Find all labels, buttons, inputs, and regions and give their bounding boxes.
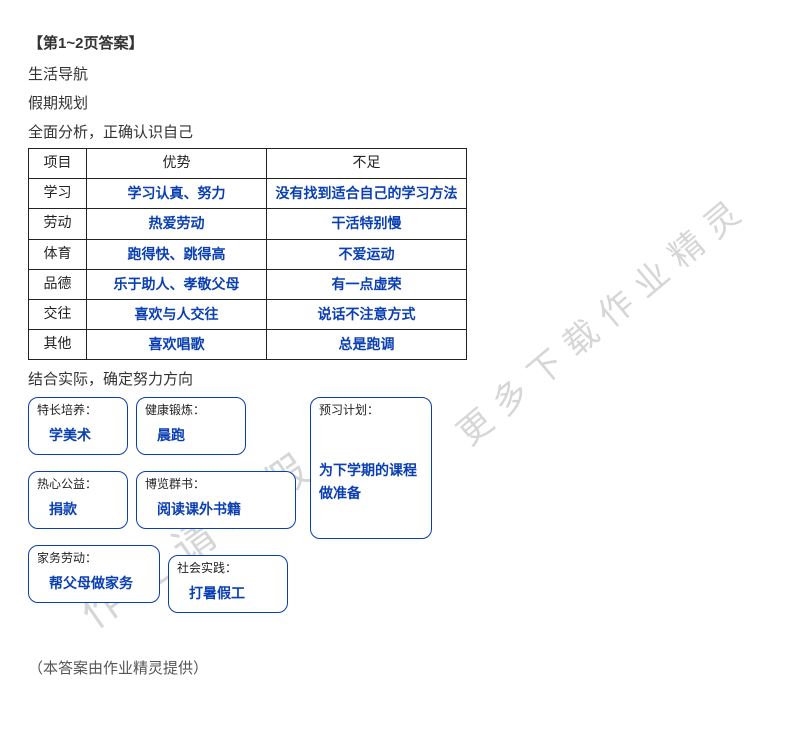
table-row: 交往喜欢与人交往说话不注意方式 (29, 299, 467, 329)
col-header-advantage: 优势 (87, 149, 267, 179)
page-heading: 【第1~2页答案】 (28, 30, 772, 57)
row-advantage: 学习认真、努力 (87, 179, 267, 209)
row-label: 品德 (29, 269, 87, 299)
plan-box-value: 为下学期的课程做准备 (319, 459, 423, 504)
plan-boxes-area: 特长培养：学美术健康锻炼：晨跑预习计划：为下学期的课程做准备热心公益：捐款博览群… (28, 397, 772, 637)
subtitle-3: 全面分析，正确认识自己 (28, 119, 772, 146)
plan-box: 特长培养： 学美术 (28, 397, 128, 455)
plan-box: 博览群书： 阅读课外书籍 (136, 471, 296, 529)
row-weakness: 说话不注意方式 (267, 299, 467, 329)
table-row: 其他喜欢唱歌总是跑调 (29, 330, 467, 360)
row-weakness: 有一点虚荣 (267, 269, 467, 299)
plan-box-value: 学美术 (37, 423, 119, 448)
table-row: 体育跑得快、跳得高不爱运动 (29, 239, 467, 269)
table-row: 品德乐于助人、孝敬父母有一点虚荣 (29, 269, 467, 299)
subtitle-4: 结合实际，确定努力方向 (28, 366, 772, 393)
subtitle-1: 生活导航 (28, 61, 772, 88)
row-advantage: 乐于助人、孝敬父母 (87, 269, 267, 299)
row-label: 劳动 (29, 209, 87, 239)
row-weakness: 总是跑调 (267, 330, 467, 360)
table-row: 劳动热爱劳动干活特别慢 (29, 209, 467, 239)
row-advantage: 跑得快、跳得高 (87, 239, 267, 269)
plan-box-value: 晨跑 (145, 423, 237, 448)
row-advantage: 喜欢唱歌 (87, 330, 267, 360)
row-advantage: 热爱劳动 (87, 209, 267, 239)
row-weakness: 不爱运动 (267, 239, 467, 269)
plan-box-label: 博览群书： (145, 476, 287, 493)
plan-box-label: 预习计划： (319, 402, 423, 419)
plan-box-value: 帮父母做家务 (37, 571, 151, 596)
plan-box-label: 社会实践： (177, 560, 279, 577)
row-label: 体育 (29, 239, 87, 269)
plan-box: 健康锻炼： 晨跑 (136, 397, 246, 455)
plan-box-value: 打暑假工 (177, 581, 279, 606)
plan-box: 家务劳动： 帮父母做家务 (28, 545, 160, 603)
row-weakness: 没有找到适合自己的学习方法 (267, 179, 467, 209)
row-label: 学习 (29, 179, 87, 209)
col-header-weakness: 不足 (267, 149, 467, 179)
plan-box: 预习计划： 为下学期的课程做准备 (310, 397, 432, 539)
table-body: 学习学习认真、努力没有找到适合自己的学习方法劳动热爱劳动干活特别慢体育跑得快、跳… (29, 179, 467, 360)
plan-box-label: 热心公益： (37, 476, 119, 493)
row-label: 其他 (29, 330, 87, 360)
table-header-row: 项目 优势 不足 (29, 149, 467, 179)
plan-box-value: 阅读课外书籍 (145, 497, 287, 522)
col-header-item: 项目 (29, 149, 87, 179)
plan-box-value: 捐款 (37, 497, 119, 522)
plan-box-label: 家务劳动： (37, 550, 151, 567)
subtitle-2: 假期规划 (28, 90, 772, 117)
plan-box: 社会实践： 打暑假工 (168, 555, 288, 613)
table-row: 学习学习认真、努力没有找到适合自己的学习方法 (29, 179, 467, 209)
plan-box-label: 健康锻炼： (145, 402, 237, 419)
plan-box: 热心公益： 捐款 (28, 471, 128, 529)
row-label: 交往 (29, 299, 87, 329)
plan-box-label: 特长培养： (37, 402, 119, 419)
row-weakness: 干活特别慢 (267, 209, 467, 239)
analysis-table: 项目 优势 不足 学习学习认真、努力没有找到适合自己的学习方法劳动热爱劳动干活特… (28, 148, 467, 360)
row-advantage: 喜欢与人交往 (87, 299, 267, 329)
footer-credit: （本答案由作业精灵提供） (28, 655, 772, 682)
